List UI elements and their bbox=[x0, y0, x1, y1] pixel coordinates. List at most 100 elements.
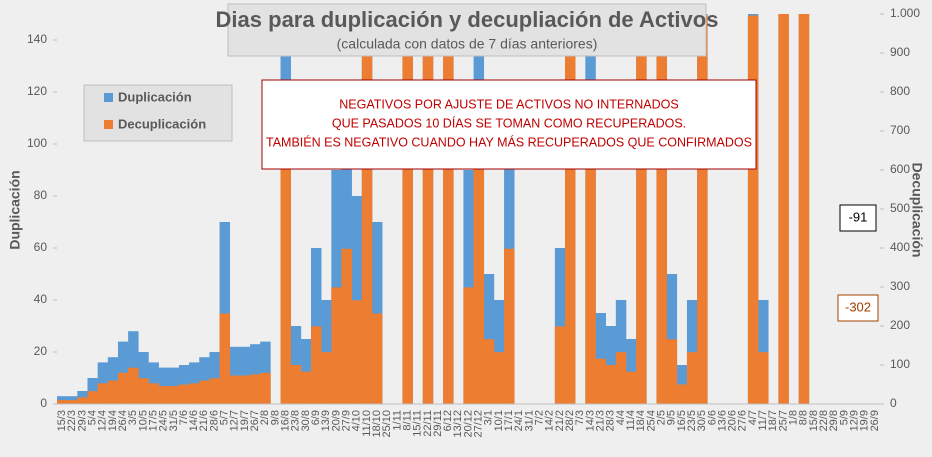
area-column bbox=[158, 386, 170, 404]
x-tick-label: 28/3 bbox=[605, 410, 617, 431]
y-tick-label: 0 bbox=[40, 396, 47, 410]
x-tick-label: 27/9 bbox=[340, 410, 352, 431]
x-tick-label: 29/11 bbox=[432, 410, 444, 437]
x-tick-label: 13/12 bbox=[452, 410, 464, 438]
y2-tick-label: 300 bbox=[890, 279, 910, 293]
x-tick-label: 28/2 bbox=[564, 410, 576, 431]
last-decuplicacion: -302 bbox=[845, 299, 871, 314]
area-column bbox=[554, 248, 566, 404]
area-column bbox=[250, 344, 261, 404]
area-column bbox=[585, 145, 596, 404]
x-tick-label: 14/3 bbox=[584, 410, 596, 431]
y2-tick-label: 700 bbox=[890, 123, 910, 137]
area-column bbox=[493, 352, 505, 404]
annotation-box bbox=[261, 79, 757, 170]
area-column bbox=[280, 145, 291, 404]
area-column bbox=[57, 400, 68, 404]
x-tick-label: 5/9 bbox=[838, 410, 850, 425]
x-tick-label: 3/5 bbox=[127, 410, 139, 425]
last-value-box bbox=[837, 294, 879, 322]
area-column bbox=[250, 374, 261, 404]
area-column bbox=[189, 383, 200, 404]
x-tick-label: 17/1 bbox=[503, 410, 515, 431]
y-axis-title: Duplicación bbox=[7, 170, 23, 249]
area-column bbox=[402, 14, 413, 404]
area-column bbox=[697, 15, 708, 404]
area-column bbox=[625, 339, 637, 404]
x-tick-label: 11/4 bbox=[625, 410, 637, 431]
x-tick-label: 31/5 bbox=[168, 410, 180, 431]
area-column bbox=[148, 383, 159, 404]
x-tick-label: 16/5 bbox=[676, 410, 688, 431]
area-column bbox=[341, 248, 352, 404]
area-column bbox=[605, 365, 617, 404]
x-tick-label: 14/2 bbox=[544, 410, 556, 431]
area-column bbox=[300, 371, 312, 404]
area-column bbox=[87, 378, 98, 404]
plot-area bbox=[57, 14, 810, 404]
x-tick-label: 27/12 bbox=[473, 410, 485, 438]
area-column bbox=[656, 14, 667, 404]
y-tick-label: 60 bbox=[34, 240, 48, 254]
area-column bbox=[331, 170, 342, 404]
annotation-line: QUE PASADOS 10 DÍAS SE TOMAN COMO RECUPE… bbox=[332, 115, 686, 130]
x-tick-label: 8/11 bbox=[401, 410, 413, 431]
chart-title: Dias para duplicación y decupliación de … bbox=[216, 7, 719, 32]
x-tick-label: 8/8 bbox=[798, 410, 810, 425]
x-tick-label: 11/7 bbox=[757, 410, 769, 431]
x-tick-label: 13/6 bbox=[716, 410, 728, 431]
x-tick-label: 23/8 bbox=[290, 410, 302, 431]
x-tick-label: 25/7 bbox=[777, 410, 789, 431]
x-tick-label: 20/9 bbox=[330, 410, 342, 431]
y2-tick-label: 100 bbox=[890, 357, 910, 371]
x-tick-label: 23/5 bbox=[686, 410, 698, 431]
area-column bbox=[625, 371, 637, 404]
area-column bbox=[239, 375, 251, 404]
area-column bbox=[239, 346, 251, 404]
y-tick-label: 40 bbox=[34, 292, 48, 306]
x-tick-label: 10/5 bbox=[137, 410, 149, 431]
x-tick-label: 19/9 bbox=[859, 410, 871, 431]
x-tick-label: 15/3 bbox=[56, 410, 68, 431]
x-tick-label: 26/9 bbox=[869, 410, 881, 431]
legend-label: Decuplicación bbox=[118, 116, 206, 131]
x-tick-label: 10/1 bbox=[493, 410, 505, 431]
x-tick-label: 4/4 bbox=[615, 410, 627, 425]
x-tick-label: 16/8 bbox=[280, 410, 292, 431]
x-tick-label: 22/11 bbox=[422, 410, 434, 437]
x-tick-label: 6/9 bbox=[310, 410, 322, 425]
area-column bbox=[87, 391, 98, 404]
area-column bbox=[97, 383, 109, 404]
x-tick-label: 31/1 bbox=[523, 410, 535, 431]
y-tick-label: 20 bbox=[34, 344, 48, 358]
area-column bbox=[117, 372, 129, 404]
area-column bbox=[758, 300, 769, 404]
area-column bbox=[798, 14, 810, 404]
area-column bbox=[371, 222, 383, 404]
x-tick-label: 7/6 bbox=[178, 410, 190, 425]
area-column bbox=[77, 397, 88, 404]
x-tick-label: 18/10 bbox=[371, 410, 383, 438]
area-column bbox=[554, 326, 566, 404]
x-tick-label: 4/7 bbox=[747, 410, 759, 425]
x-tick-label: 19/4 bbox=[107, 410, 119, 431]
last-value-box bbox=[839, 204, 877, 232]
area-column bbox=[341, 92, 352, 404]
x-tick-label: 18/4 bbox=[635, 410, 647, 431]
area-column bbox=[168, 367, 180, 404]
x-tick-label: 19/7 bbox=[239, 410, 251, 431]
y2-tick-label: 200 bbox=[890, 318, 910, 332]
area-column bbox=[595, 313, 606, 404]
area-column bbox=[504, 248, 515, 404]
x-tick-label: 5/4 bbox=[86, 410, 98, 425]
x-tick-label: 12/4 bbox=[97, 410, 109, 431]
x-tick-label: 20/6 bbox=[727, 410, 739, 431]
x-tick-label: 15/8 bbox=[808, 410, 820, 431]
area-column bbox=[483, 339, 495, 404]
x-tick-label: 1/8 bbox=[788, 410, 800, 425]
y-tick-label: 80 bbox=[34, 188, 48, 202]
x-tick-label: 26/4 bbox=[117, 410, 129, 431]
x-tick-label: 21/6 bbox=[198, 410, 210, 431]
area-column bbox=[138, 352, 149, 404]
y2-axis-title: Decuplicación bbox=[909, 163, 925, 258]
